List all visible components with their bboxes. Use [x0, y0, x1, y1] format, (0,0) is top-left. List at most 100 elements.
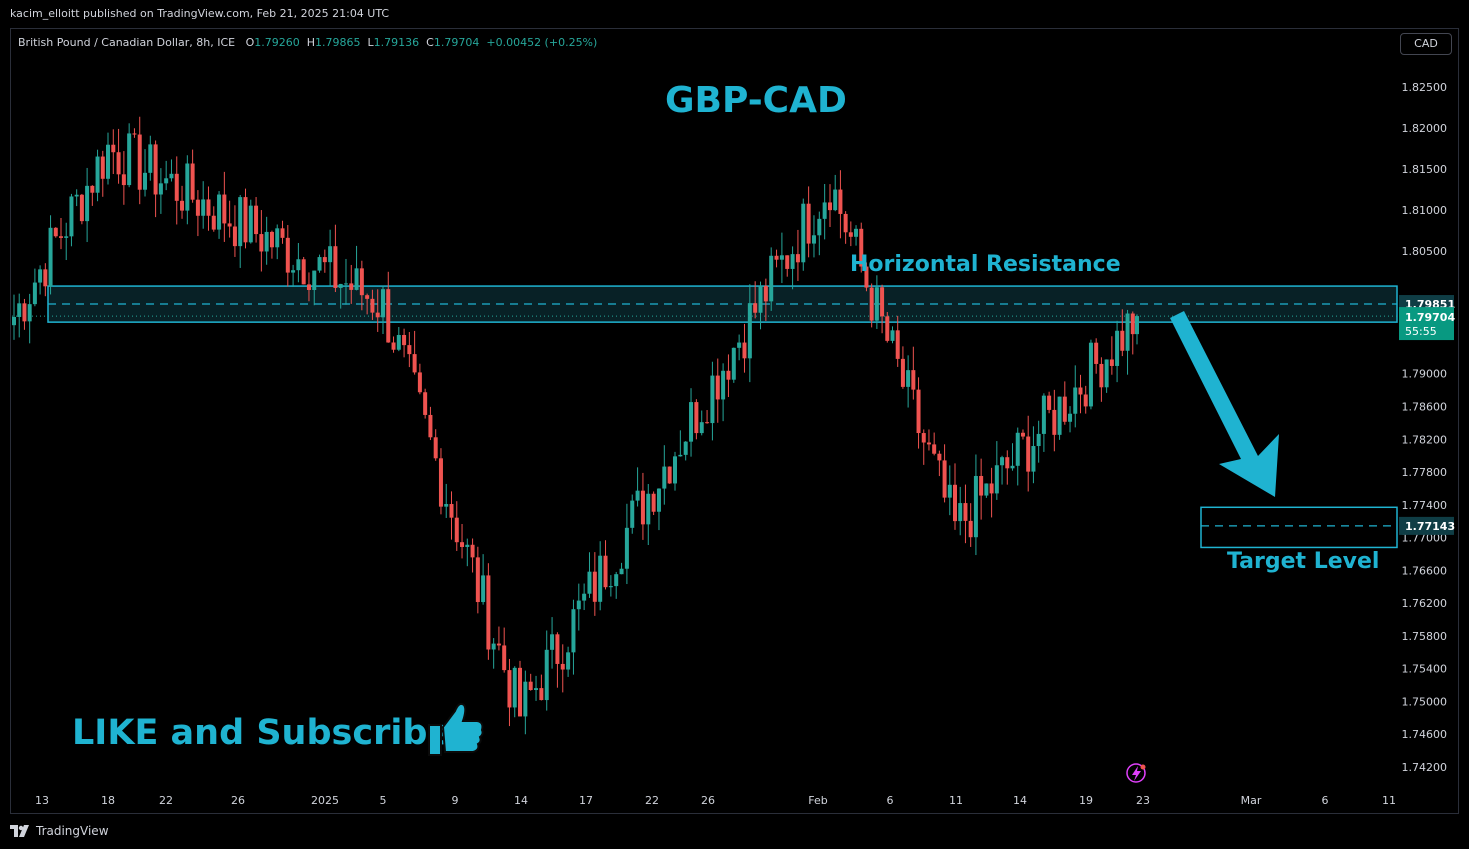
candle-body	[721, 370, 726, 400]
candle-body	[1047, 395, 1052, 410]
candle-body	[890, 330, 895, 341]
candle-body	[699, 422, 704, 434]
candle-body	[195, 199, 200, 216]
candle-body	[470, 544, 475, 558]
candle-body	[608, 586, 613, 588]
candle-body	[338, 283, 343, 288]
candle-body	[848, 232, 853, 237]
candle-body	[180, 200, 185, 211]
currency-button[interactable]: CAD	[1400, 33, 1452, 55]
candle-body	[651, 493, 656, 512]
candle-body	[864, 266, 869, 288]
candle-body	[285, 237, 290, 273]
candle-body	[598, 555, 603, 602]
y-tick-label: 1.79000	[1402, 368, 1448, 381]
candle-body	[932, 444, 937, 454]
candle-body	[1094, 342, 1099, 364]
candle-body	[232, 226, 237, 247]
candle-body	[566, 652, 571, 670]
candle-body	[678, 454, 683, 457]
chart-frame[interactable]	[10, 28, 1459, 814]
candle-body	[747, 303, 752, 359]
candle-body	[895, 330, 900, 359]
candle-body	[275, 228, 280, 248]
candle-body	[158, 183, 163, 195]
open-value: 1.79260	[254, 36, 300, 49]
x-tick-label: 22	[645, 794, 659, 807]
candle-body	[306, 284, 311, 290]
candle-body	[937, 453, 942, 461]
candle-body	[148, 144, 153, 173]
high-label: H	[306, 36, 316, 49]
candle-body	[869, 287, 874, 321]
close-label: C	[426, 36, 434, 49]
candle-body	[667, 466, 672, 484]
candle-body	[85, 185, 90, 222]
candle-body	[111, 144, 116, 153]
candle-body	[989, 483, 994, 494]
candle-body	[22, 303, 27, 322]
candle-body	[190, 163, 195, 200]
y-tick-label: 1.82500	[1402, 81, 1448, 94]
candle-body	[291, 270, 296, 273]
candle-body	[1125, 313, 1130, 351]
candle-body	[486, 575, 491, 650]
candle-body	[906, 370, 911, 387]
candle-body	[259, 234, 264, 252]
x-tick-label: 14	[514, 794, 528, 807]
resistance-label: Horizontal Resistance	[850, 252, 1121, 277]
candle-body	[763, 285, 768, 302]
publisher-info: kacim_elloitt published on TradingView.c…	[10, 7, 390, 20]
candle-body	[979, 475, 984, 496]
y-tick-label: 1.77400	[1402, 499, 1448, 512]
candle-body	[662, 466, 667, 489]
candle-body	[838, 189, 843, 214]
candle-body	[143, 172, 148, 190]
candle-body	[523, 681, 528, 717]
candle-body	[624, 527, 629, 569]
candle-body	[774, 255, 779, 260]
x-tick-label: 18	[101, 794, 115, 807]
candle-body	[444, 504, 449, 507]
candle-body	[454, 517, 459, 543]
x-tick-label: 2025	[311, 794, 339, 807]
candle-body	[769, 255, 774, 302]
candle-body	[343, 283, 348, 285]
candle-body	[90, 185, 95, 193]
target-label: Target Level	[1227, 549, 1380, 574]
tv-logo-icon	[10, 825, 29, 837]
candle-body	[758, 285, 763, 313]
candle-body	[911, 370, 916, 390]
candle-body	[496, 643, 501, 646]
candle-body	[79, 194, 84, 222]
candle-body	[153, 144, 158, 195]
candle-body	[381, 289, 385, 318]
candle-body	[317, 257, 322, 271]
y-tick-label: 1.75800	[1402, 630, 1448, 643]
tradingview-logo[interactable]: TradingView	[10, 824, 109, 838]
candle-body	[428, 414, 433, 438]
candle-body	[95, 156, 100, 193]
y-tick-label: 1.74600	[1402, 728, 1448, 741]
candle-body	[926, 442, 931, 445]
low-value: 1.79136	[373, 36, 420, 49]
candle-body	[731, 347, 736, 380]
candle-body	[402, 334, 407, 346]
x-tick-label: 26	[701, 794, 715, 807]
y-tick-label: 1.81000	[1402, 204, 1448, 217]
target-zone	[1200, 506, 1398, 549]
candle-body	[710, 375, 715, 424]
candle-body	[518, 667, 522, 717]
candle-body	[417, 372, 422, 393]
candle-body	[127, 133, 132, 186]
candle-body	[243, 197, 248, 243]
y-tick-label: 1.75400	[1402, 663, 1448, 676]
candle-body	[1010, 465, 1015, 469]
candle-body	[694, 402, 699, 434]
target-price-badge-bg	[1399, 516, 1454, 535]
candle-body	[491, 643, 496, 650]
candle-body	[1109, 359, 1114, 366]
candle-body	[1078, 387, 1083, 395]
candle-body	[481, 575, 486, 603]
